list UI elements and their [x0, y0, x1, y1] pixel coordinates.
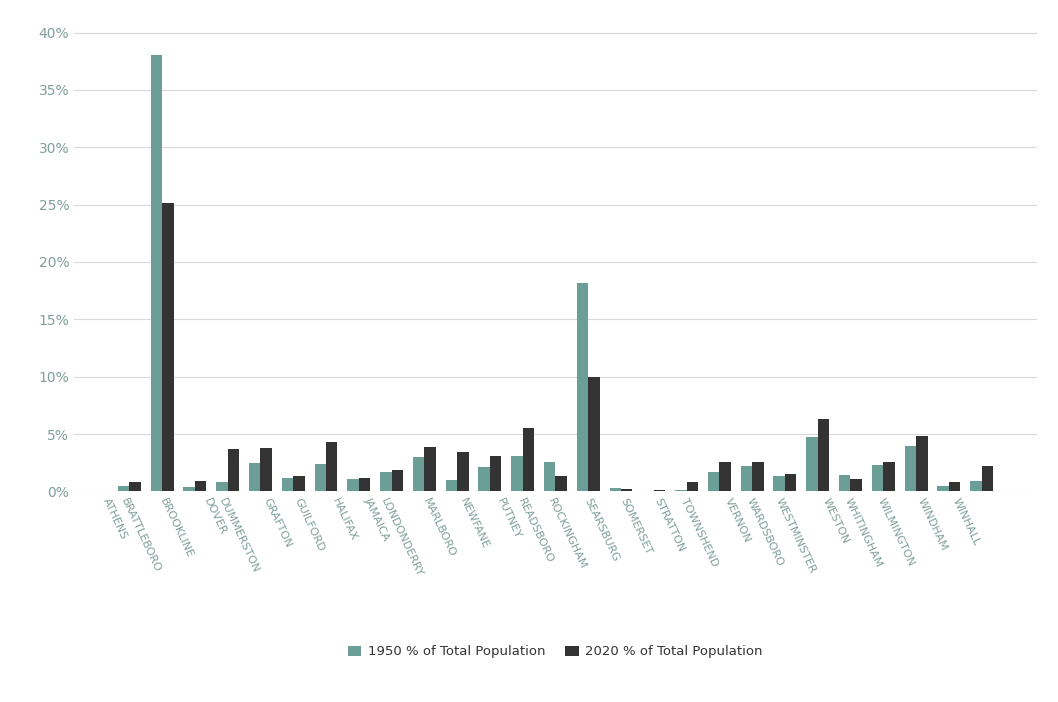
Bar: [162, 204, 174, 491]
Bar: [609, 488, 621, 491]
Bar: [949, 482, 961, 491]
Bar: [708, 472, 719, 491]
Bar: [490, 456, 501, 491]
Bar: [445, 480, 457, 491]
Bar: [741, 466, 752, 491]
Bar: [281, 477, 293, 491]
Bar: [654, 490, 665, 491]
Bar: [129, 482, 141, 491]
Bar: [457, 452, 469, 491]
Bar: [773, 477, 785, 491]
Bar: [478, 468, 490, 491]
Bar: [851, 479, 862, 491]
Bar: [260, 448, 272, 491]
Bar: [905, 446, 916, 491]
Bar: [621, 489, 633, 491]
Bar: [523, 428, 534, 491]
Bar: [588, 377, 600, 491]
Bar: [577, 283, 588, 491]
Bar: [391, 470, 403, 491]
Bar: [872, 465, 883, 491]
Bar: [249, 463, 260, 491]
Bar: [883, 462, 895, 491]
Bar: [380, 472, 391, 491]
Bar: [227, 449, 239, 491]
Bar: [785, 474, 797, 491]
Bar: [195, 481, 206, 491]
Bar: [544, 462, 555, 491]
Bar: [752, 462, 764, 491]
Bar: [806, 437, 818, 491]
Bar: [687, 482, 698, 491]
Bar: [916, 437, 928, 491]
Bar: [511, 456, 523, 491]
Legend: 1950 % of Total Population, 2020 % of Total Population: 1950 % of Total Population, 2020 % of To…: [343, 640, 768, 663]
Bar: [314, 464, 326, 491]
Bar: [183, 486, 195, 491]
Bar: [424, 446, 436, 491]
Bar: [326, 442, 338, 491]
Bar: [413, 457, 424, 491]
Bar: [675, 490, 687, 491]
Bar: [216, 482, 227, 491]
Bar: [719, 462, 731, 491]
Bar: [293, 477, 305, 491]
Bar: [982, 466, 993, 491]
Bar: [839, 475, 851, 491]
Bar: [347, 479, 359, 491]
Bar: [555, 477, 567, 491]
Bar: [359, 477, 370, 491]
Bar: [970, 481, 982, 491]
Bar: [117, 486, 129, 491]
Bar: [150, 55, 162, 491]
Bar: [937, 486, 949, 491]
Bar: [818, 419, 829, 491]
